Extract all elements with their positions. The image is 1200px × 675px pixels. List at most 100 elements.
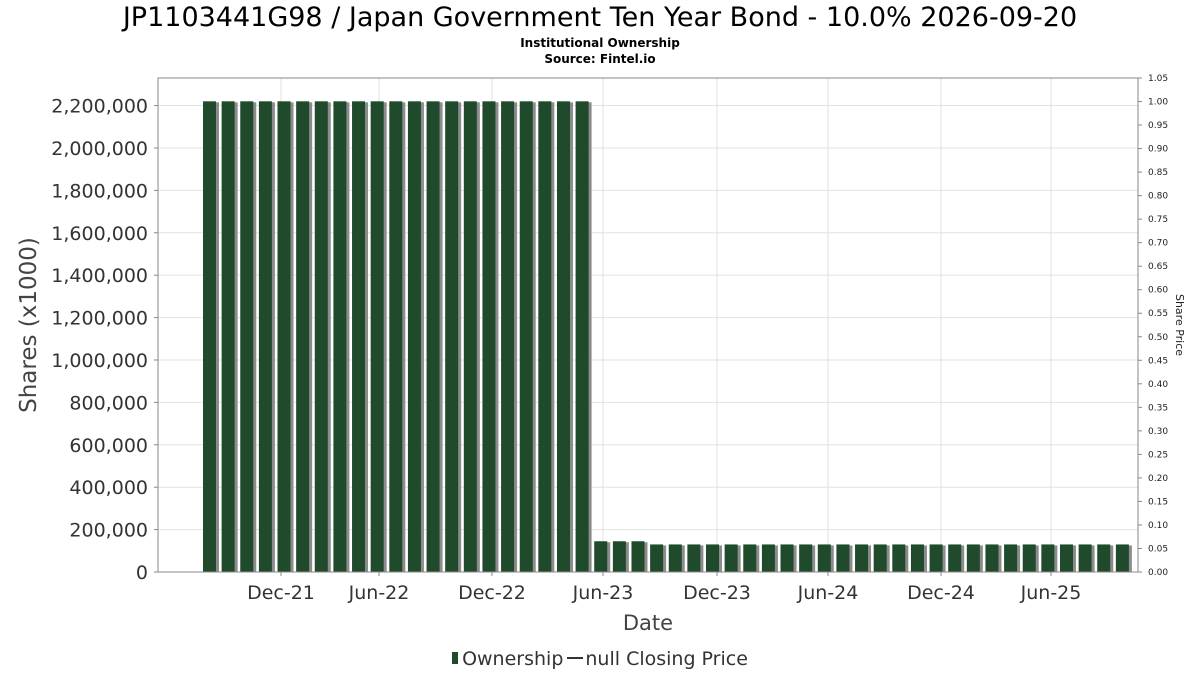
ownership-bar	[426, 101, 440, 572]
y-axis: 0 200,000 400,000 600,000 800,000 1,000,000 1,…	[51, 96, 158, 584]
ownership-bar	[389, 101, 403, 572]
y2-axis: 0.00 0.05 0.10 0.15 0.20 0.25 0.30 0.35 0.40 0.45…	[1138, 74, 1168, 578]
x-tick-label: Jun-24	[797, 582, 859, 604]
ownership-bar	[482, 101, 496, 572]
ownership-bar	[892, 544, 906, 572]
ownership-bar	[501, 101, 515, 572]
y2-tick-label: 0.85	[1148, 168, 1168, 178]
ownership-bar	[277, 101, 291, 572]
y-tick-label: 800,000	[69, 392, 148, 414]
ownership-bar	[1115, 544, 1129, 572]
y-tick-label: 2,200,000	[51, 96, 148, 118]
ownership-bar	[352, 101, 366, 572]
ownership-bar	[873, 544, 887, 572]
y-tick-label: 400,000	[69, 477, 148, 499]
y2-tick-label: 0.90	[1148, 145, 1168, 155]
ownership-bar	[594, 541, 608, 572]
y2-tick-label: 0.65	[1148, 262, 1168, 272]
y-tick-label: 1,400,000	[51, 265, 148, 287]
ownership-bar	[333, 101, 347, 572]
y2-tick-label: 0.95	[1148, 121, 1168, 131]
ownership-bar	[1097, 544, 1111, 572]
y-tick-label: 1,200,000	[51, 308, 148, 330]
ownership-bar	[519, 101, 533, 572]
ownership-bar	[370, 101, 384, 572]
ownership-bar	[314, 101, 328, 572]
x-tick-label: Dec-24	[907, 582, 975, 604]
chart-source: Source: Fintel.io	[544, 52, 656, 66]
chart-title: JP1103441G98 / Japan Government Ten Year…	[122, 2, 1078, 33]
y2-tick-label: 0.45	[1148, 356, 1168, 366]
y-tick-label: 600,000	[69, 435, 148, 457]
plot-frame	[157, 77, 1139, 573]
ownership-bar	[463, 101, 477, 572]
ownership-bar	[650, 544, 664, 572]
ownership-bar	[221, 101, 235, 572]
ownership-bar	[1022, 544, 1036, 572]
ownership-bar	[929, 544, 943, 572]
ownership-bar	[724, 544, 738, 572]
y-axis-label: Shares (x1000)	[16, 237, 42, 413]
y2-tick-label: 1.05	[1148, 74, 1168, 84]
ownership-bar	[687, 544, 701, 572]
ownership-bar	[575, 101, 589, 572]
ownership-bar	[1059, 544, 1073, 572]
ownership-bar	[966, 544, 980, 572]
y2-tick-label: 0.30	[1148, 427, 1168, 437]
chart-subtitle: Institutional Ownership	[520, 36, 680, 50]
ownership-bar	[668, 544, 682, 572]
x-tick-label: Jun-25	[1020, 582, 1082, 604]
legend-line-swatch	[567, 657, 584, 659]
legend: Ownership null Closing Price	[0, 648, 1200, 670]
y-tick-label: 2,000,000	[51, 138, 148, 160]
ownership-bar	[855, 544, 869, 572]
y2-tick-label: 0.70	[1148, 239, 1168, 249]
ownership-bar	[612, 541, 626, 572]
ownership-bar	[445, 101, 459, 572]
y-tick-label: 1,800,000	[51, 180, 148, 202]
ownership-bar	[706, 544, 720, 572]
ownership-bar	[556, 101, 570, 572]
ownership-bar	[780, 544, 794, 572]
ownership-bar	[240, 101, 254, 572]
ownership-bar	[538, 101, 552, 572]
ownership-bar	[631, 541, 645, 572]
ownership-bar	[407, 101, 421, 572]
y2-tick-label: 0.20	[1148, 474, 1168, 484]
legend-ownership-label: Ownership	[462, 648, 564, 670]
bar-series	[203, 101, 1132, 572]
ownership-bar	[948, 544, 962, 572]
legend-closing-price-label: null Closing Price	[585, 648, 748, 670]
y2-tick-label: 0.00	[1148, 568, 1168, 578]
x-tick-label: Dec-22	[458, 582, 526, 604]
y-tick-label: 1,600,000	[51, 223, 148, 245]
y2-tick-label: 1.00	[1148, 98, 1168, 108]
ownership-bar	[761, 544, 775, 572]
y2-tick-label: 0.05	[1148, 544, 1168, 554]
y2-tick-label: 0.75	[1148, 215, 1168, 225]
x-tick-label: Jun-22	[348, 582, 410, 604]
legend-bar-swatch	[452, 652, 459, 664]
ownership-bar	[985, 544, 999, 572]
y2-tick-label: 0.80	[1148, 192, 1168, 202]
ownership-bar	[203, 101, 216, 572]
ownership-bar	[799, 544, 813, 572]
y2-tick-label: 0.35	[1148, 403, 1168, 413]
y2-tick-label: 0.55	[1148, 309, 1168, 319]
ownership-bar	[1004, 544, 1018, 572]
x-axis-label: Date	[623, 611, 673, 635]
ownership-bar	[817, 544, 831, 572]
ownership-bar	[1041, 544, 1055, 572]
y-tick-label: 0	[136, 562, 148, 584]
y2-axis-label: Share Price	[1173, 294, 1186, 356]
y2-tick-label: 0.25	[1148, 450, 1168, 460]
ownership-bar	[296, 101, 310, 572]
ownership-bar	[1078, 544, 1092, 572]
ownership-bar	[258, 101, 272, 572]
x-tick-label: Jun-23	[572, 582, 634, 604]
y2-tick-label: 0.15	[1148, 497, 1168, 507]
ownership-bar	[910, 544, 924, 572]
y-tick-label: 1,000,000	[51, 350, 148, 372]
ownership-bar	[743, 544, 757, 572]
